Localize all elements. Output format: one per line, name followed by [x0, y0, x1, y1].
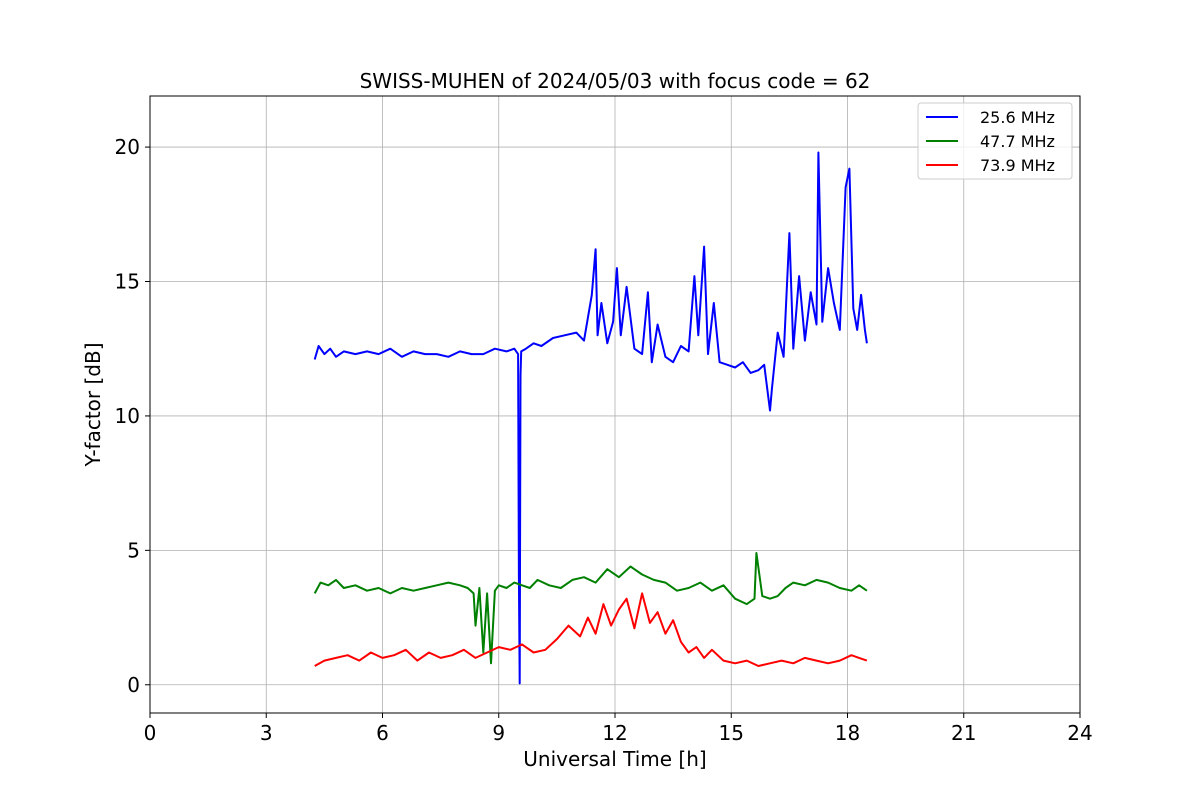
x-tick-label: 24: [1067, 721, 1092, 745]
legend-label: 25.6 MHz: [980, 108, 1055, 127]
y-tick-label: 15: [115, 270, 140, 294]
x-tick-label: 3: [260, 721, 273, 745]
legend-box: [917, 102, 1073, 180]
y-tick-label: 20: [115, 135, 140, 159]
series-line-2: [313, 552, 868, 665]
x-tick-label: 0: [144, 721, 157, 745]
y-axis-label: Y-factor [dB]: [81, 342, 105, 467]
legend-label: 47.7 MHz: [980, 132, 1055, 151]
x-tick-label: 6: [376, 721, 389, 745]
x-tick-label: 15: [719, 721, 744, 745]
x-tick-label: 9: [492, 721, 505, 745]
series-line-3: [314, 592, 868, 667]
x-tick-label: 18: [835, 721, 860, 745]
chart-title: SWISS-MUHEN of 2024/05/03 with focus cod…: [360, 69, 871, 93]
legend: 25.6 MHz 47.7 MHz 73.9 MHz: [917, 102, 1073, 180]
series-line-1: [313, 151, 868, 685]
y-tick-label: 0: [127, 673, 140, 697]
y-tick-label: 5: [127, 538, 140, 562]
x-tick-label: 12: [602, 721, 627, 745]
ticks: 0 3 6 9 12 15 18 21 24 0 5 10 15 20: [115, 135, 1093, 745]
legend-label: 73.9 MHz: [980, 156, 1055, 175]
series-layer: [313, 151, 868, 685]
x-tick-label: 21: [951, 721, 976, 745]
x-axis-label: Universal Time [h]: [523, 747, 706, 771]
y-tick-label: 10: [115, 404, 140, 428]
